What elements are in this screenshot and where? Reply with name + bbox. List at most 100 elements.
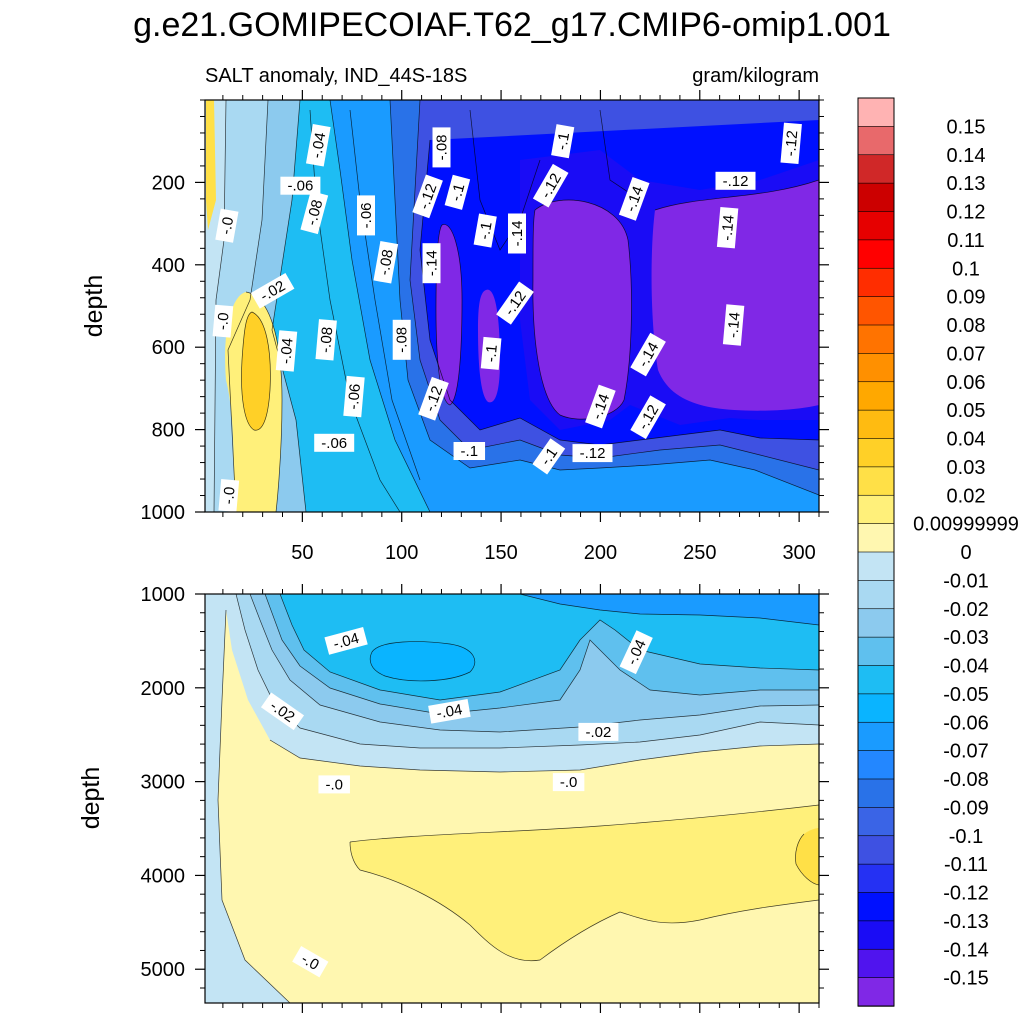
contour-label-box	[532, 438, 566, 475]
contour-label-box	[572, 444, 613, 463]
upper-contour-label-7: -.12	[715, 171, 756, 190]
upper-contour-label-3: -.12	[780, 122, 802, 165]
colorbar-box-5	[857, 239, 895, 269]
upper-contour-label-30: -.12	[630, 395, 666, 440]
contour-label-box	[618, 177, 650, 221]
contour-label-text: -.1	[447, 182, 468, 203]
upper-contour-label-34: -.1	[532, 438, 566, 475]
contour-label-box	[305, 124, 331, 167]
contour-label-box	[343, 375, 365, 418]
lower-panel: -.04 -.04-.02 -.04-.02-.0 -.0-.0 1000200030…	[77, 584, 829, 1013]
upper-contour-label-25: -.1	[480, 336, 502, 370]
contour-label-text: -.06	[345, 383, 364, 410]
colorbar-label-0: 0.15	[947, 116, 986, 138]
contour-label-box	[318, 775, 350, 794]
upper-xtick-label-1: 100	[385, 542, 418, 564]
upper-contour-label-5: -.1	[444, 174, 471, 210]
colorbar-box-17	[857, 580, 895, 610]
upper-xtick-label-3: 200	[584, 542, 617, 564]
contour-label-box	[473, 213, 497, 248]
colorbar-box-6	[857, 267, 895, 298]
contour-label-text: -.0	[220, 486, 238, 505]
colorbar-box-2	[857, 154, 895, 184]
subtitle-left: SALT anomaly, IND_44S-18S	[205, 65, 467, 87]
contour-label-text: -.1	[553, 131, 573, 151]
lower-contour-label-5: -.0	[318, 775, 350, 794]
colorbar-label-30: -0.15	[943, 968, 989, 990]
upper-contour-label-12: -.1	[473, 213, 497, 248]
contour-label-box	[630, 332, 666, 377]
contour-label-box	[428, 698, 471, 724]
contour-label-text: -.14	[725, 311, 744, 338]
colorbar-box-19	[857, 636, 895, 667]
upper-contour-label-14: -.14	[716, 206, 739, 249]
contour-label-text: -.14	[509, 221, 526, 247]
colorbar-box-27	[857, 863, 895, 894]
upper-contour-label-27: -.06	[343, 375, 365, 418]
lower-y-axis-label: depth	[77, 767, 105, 830]
lower-contour-label-6: -.0	[552, 773, 585, 792]
contour-label-text: -.08	[303, 198, 326, 227]
contour-label-text: -.04	[435, 701, 463, 722]
contour-label-box	[280, 176, 321, 195]
colorbar-box-12	[857, 438, 895, 468]
upper-yellow-core	[241, 312, 271, 431]
colorbar-label-6: 0.09	[947, 287, 986, 309]
upper-contour-label-15: -.0	[215, 208, 239, 243]
upper-contour-label-16: -.08	[373, 241, 399, 284]
upper-ytick-label-2: 600	[152, 337, 185, 359]
colorbar-box-4	[857, 211, 895, 241]
colorbar-label-1: 0.14	[947, 145, 986, 167]
colorbar-label-23: -0.08	[943, 769, 989, 791]
contour-label-text: -.06	[287, 178, 313, 195]
lower-frame	[204, 593, 820, 1004]
lower-contour-label-1: -.04	[619, 630, 653, 675]
contour-label-text: -.08	[394, 327, 411, 353]
upper-contour-labels: -.04 -.08 -.1 -.12 -.06 -.1 -.12 -.12 -.12 -.14 -.…	[212, 122, 802, 512]
upper-contour-label-13: -.14	[508, 213, 526, 254]
colorbar-box-13	[857, 466, 895, 496]
colorbar-box-22	[857, 721, 895, 752]
contour-label-box	[212, 304, 234, 338]
contour-label-text: -.0	[560, 774, 578, 791]
colorbar-label-20: -0.05	[943, 684, 989, 706]
upper-contour-label-0: -.04	[305, 124, 331, 167]
contour-label-text: -.04	[277, 337, 296, 364]
contour-label-box	[218, 479, 240, 512]
contour-label-text: -.1	[461, 443, 479, 460]
upper-contour-label-20: -.0	[212, 304, 234, 338]
contour-label-text: -.14	[424, 250, 441, 276]
colorbar-box-15	[857, 523, 895, 553]
colorbar-box-10	[857, 381, 895, 411]
colorbar-box-9	[857, 353, 895, 383]
upper-contour-label-33: -.12	[572, 444, 613, 463]
upper-panel: -.04 -.08 -.1 -.12 -.06 -.1 -.12 -.12 -.12 -.14 -.…	[80, 90, 829, 564]
contour-label-box	[418, 376, 449, 421]
contour-label-text: -.02	[585, 724, 611, 741]
contour-label-text: -.0	[298, 950, 322, 973]
contour-label-box	[444, 174, 471, 210]
upper-contour-label-4: -.06	[280, 176, 321, 195]
lower-contour-label-4: -.02	[578, 722, 619, 741]
contour-label-box	[552, 773, 585, 792]
upper-contour-label-1: -.08	[432, 127, 451, 168]
colorbar-box-28	[857, 892, 895, 922]
contour-label-text: -.1	[482, 344, 500, 363]
colorbar-label-22: -0.07	[943, 741, 989, 763]
upper-contour-label-21: -.08	[315, 319, 337, 361]
colorbar-box-11	[857, 409, 895, 440]
lower-contour-lines	[217, 594, 819, 1003]
upper-contour-label-35: -.0	[218, 479, 240, 512]
colorbar-label-21: -0.06	[943, 712, 989, 734]
contour-label-box	[716, 206, 739, 249]
colorbar-box-14	[857, 494, 895, 525]
upper-ytick-label-1: 400	[152, 255, 185, 277]
lower-ytick-label-1: 2000	[141, 678, 186, 700]
contour-label-text: -.06	[321, 435, 347, 452]
contour-label-box	[315, 319, 337, 361]
lower-ytick-label-4: 5000	[141, 959, 186, 981]
upper-contour-label-22: -.08	[392, 319, 411, 360]
colorbar-label-4: 0.11	[947, 230, 984, 252]
colorbar-box-3	[857, 182, 895, 213]
colorbar-box-23	[857, 750, 895, 780]
